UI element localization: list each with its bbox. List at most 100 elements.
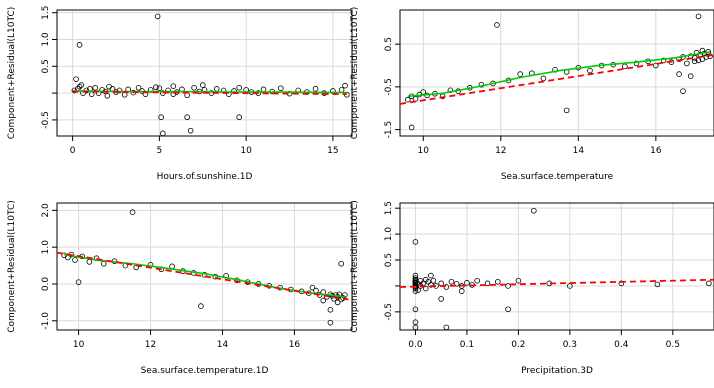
x-tick-label: 12 [495, 146, 506, 156]
data-point [430, 277, 437, 284]
data-point [495, 278, 501, 285]
x-tick-label: 0.2 [511, 340, 525, 350]
panel-4: 0.0 0.1 0.2 0.3 0.4 0.5 -0.5 0.5 1.0 1.5 Precipita… [350, 200, 714, 376]
data-point [531, 207, 537, 214]
data-point [116, 87, 123, 94]
x-axis-label: Hours.of.sunshine.1D [157, 172, 253, 182]
fit-line [72, 90, 347, 96]
data-point [156, 85, 163, 92]
data-point [567, 283, 573, 289]
x-tick-label: 14 [217, 340, 229, 350]
x-tick-label: 10 [418, 146, 430, 156]
data-point [552, 66, 558, 73]
data-point [447, 87, 454, 94]
data-point [404, 96, 411, 103]
fit-line [57, 251, 349, 301]
y-tick-label: 0.0 [41, 277, 51, 292]
data-point [517, 71, 523, 77]
data-point [312, 86, 319, 92]
plot-area [57, 209, 349, 326]
x-tick-label: 15 [327, 146, 338, 156]
plot-frame [56, 202, 353, 331]
data-point [78, 82, 85, 88]
plot-frame [56, 9, 353, 137]
x-tick-label: 0.0 [408, 340, 423, 350]
data-point [654, 281, 661, 288]
data-point [660, 57, 667, 64]
data-point [187, 127, 194, 134]
data-point [104, 92, 111, 99]
panel-2: 10 12 14 16 -1.5 -0.5 0.5 Sea.surface.temperatu… [350, 7, 714, 182]
data-point [453, 281, 460, 287]
data-point [687, 73, 694, 80]
data-point [484, 280, 491, 287]
data-point [412, 276, 419, 283]
x-tick-label: 5 [157, 146, 163, 156]
data-point [158, 114, 164, 121]
data-point [540, 75, 547, 82]
y-tick-label: 2.0 [41, 203, 51, 218]
x-tick-label: 0.3 [563, 340, 577, 350]
data-point [327, 319, 334, 326]
fit-line [400, 53, 714, 105]
data-point [184, 114, 190, 121]
data-point [699, 56, 706, 62]
data-point [236, 114, 243, 121]
y-tick-label: -1.0 [41, 312, 51, 330]
data-point [76, 42, 83, 48]
data-point [75, 279, 82, 285]
data-point [236, 84, 243, 91]
x-tick-label: 0.1 [460, 340, 474, 350]
fit-line [400, 278, 714, 288]
data-point [458, 288, 465, 294]
y-tick-label: 0.5 [41, 59, 51, 73]
y-tick-label: -0.5 [384, 303, 394, 321]
data-point [412, 306, 419, 313]
y-tick-label: -1.5 [384, 121, 394, 139]
x-tick-label: 16 [289, 340, 301, 350]
data-point [505, 283, 511, 289]
y-tick-label: 1.0 [41, 240, 51, 255]
data-point [494, 22, 500, 28]
y-tick-label: 0.5 [384, 37, 394, 51]
smooth-line [407, 51, 711, 98]
data-point [334, 299, 341, 306]
data-point [199, 82, 206, 88]
data-point [438, 280, 444, 287]
data-point [129, 209, 136, 216]
y-tick-label: 1.0 [41, 32, 51, 47]
data-point [73, 76, 79, 82]
data-point [412, 288, 419, 294]
y-tick-label: 1.0 [384, 227, 394, 242]
smooth-line [64, 253, 345, 298]
data-point [412, 324, 419, 330]
data-point [691, 58, 698, 65]
data-point [191, 84, 197, 91]
data-point [622, 63, 628, 70]
data-point [412, 239, 419, 245]
panel-1: 0 5 10 15 -0.5 0.5 1.0 1.5 Hours.of.sunshine.1D C… [7, 6, 353, 182]
data-point [99, 87, 105, 93]
data-point [706, 280, 712, 287]
data-point [412, 96, 419, 102]
data-point [198, 303, 204, 309]
plot-frame [399, 9, 714, 137]
y-tick-label: 1.5 [41, 6, 51, 20]
y-axis-label: Component+Residual(L10TC) [7, 7, 17, 140]
panel-3: 10 12 14 16 -1.0 0.0 1.0 2.0 Sea.surface.tempera… [7, 200, 353, 376]
data-point [92, 84, 98, 91]
data-point [412, 280, 419, 286]
data-point [587, 67, 593, 74]
x-axis-label: Sea.surface.temperature.1D [141, 366, 269, 376]
data-point [505, 306, 511, 313]
data-point [86, 259, 93, 265]
data-point [100, 260, 107, 267]
data-point [438, 296, 444, 302]
data-point [342, 292, 348, 298]
plot-area [400, 13, 714, 131]
y-axis-label: Component+Residual(L10TC) [350, 200, 360, 333]
data-point [563, 107, 570, 114]
y-tick-label: -0.5 [384, 78, 394, 96]
